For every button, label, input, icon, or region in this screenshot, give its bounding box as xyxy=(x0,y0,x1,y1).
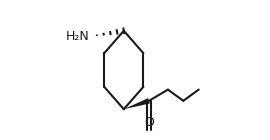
Polygon shape xyxy=(124,98,150,109)
Text: H₂N: H₂N xyxy=(66,30,89,43)
Text: O: O xyxy=(144,116,154,130)
